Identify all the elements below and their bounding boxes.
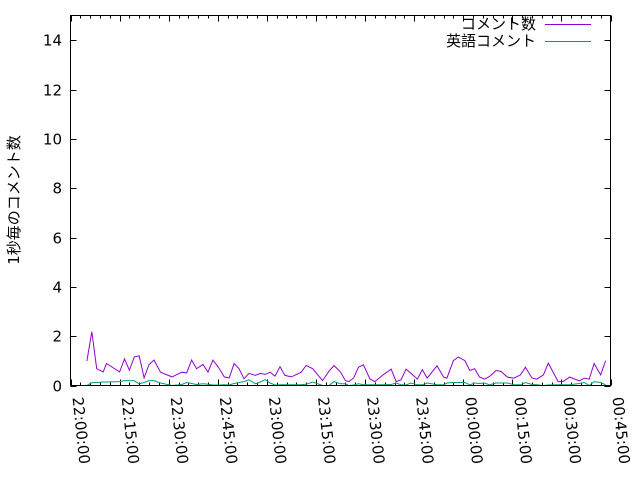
legend-label-1: 英語コメント bbox=[446, 32, 536, 50]
y-tick-label: 0 bbox=[52, 378, 62, 396]
axis-ticks: 0 2 4 6 8 10 12 14 22:00:00 22:15:00 22:30:00 22:45… bbox=[43, 15, 634, 465]
legend: コメント数 英語コメント bbox=[446, 15, 591, 50]
x-tick-label: 22:45:00 bbox=[216, 396, 241, 465]
series-line-0 bbox=[86, 331, 607, 383]
x-tick-label: 00:00:00 bbox=[461, 396, 486, 465]
x-tick-label: 00:45:00 bbox=[609, 396, 634, 465]
series-layer bbox=[86, 331, 607, 387]
x-tick-label: 22:30:00 bbox=[167, 396, 192, 465]
x-tick-label: 00:30:00 bbox=[559, 396, 584, 465]
y-tick-label: 2 bbox=[52, 328, 62, 346]
series-line-1 bbox=[86, 379, 606, 387]
y-tick-label: 6 bbox=[52, 230, 62, 248]
x-tick-label: 23:15:00 bbox=[314, 396, 339, 465]
y-tick-label: 12 bbox=[43, 82, 62, 100]
x-tick-label: 23:45:00 bbox=[412, 396, 437, 465]
y-tick-label: 10 bbox=[43, 131, 62, 149]
x-tick-label: 22:15:00 bbox=[118, 396, 143, 465]
y-tick-label: 8 bbox=[52, 180, 62, 198]
x-tick-label: 00:15:00 bbox=[510, 396, 535, 465]
y-tick-label: 14 bbox=[43, 32, 62, 50]
y-tick-label: 4 bbox=[52, 279, 62, 297]
x-tick-label: 22:00:00 bbox=[69, 396, 94, 465]
plot-border bbox=[70, 15, 611, 386]
y-axis-label: 1秒毎のコメント数 bbox=[5, 135, 23, 265]
x-tick-label: 23:00:00 bbox=[265, 396, 290, 465]
legend-label-0: コメント数 bbox=[461, 15, 536, 33]
x-tick-label: 23:30:00 bbox=[363, 396, 388, 465]
